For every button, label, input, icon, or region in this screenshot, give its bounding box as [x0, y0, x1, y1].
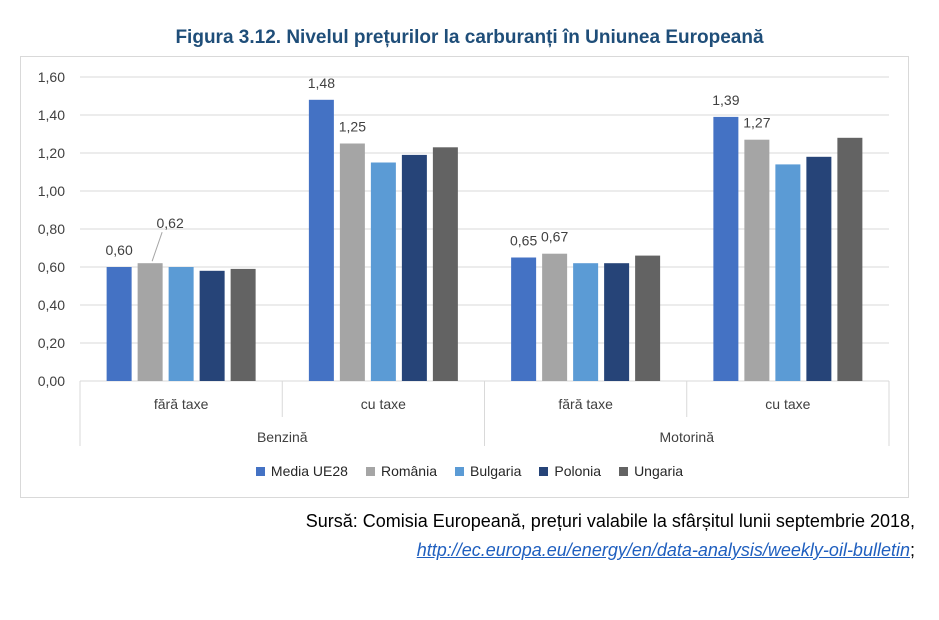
data-label: 1,39: [712, 92, 739, 108]
bar: [775, 164, 801, 381]
y-tick-label: 1,60: [38, 69, 65, 85]
y-tick-label: 0,60: [38, 259, 65, 275]
chart-title: Figura 3.12. Nivelul prețurilor la carbu…: [175, 27, 764, 48]
bar: [744, 139, 770, 381]
legend-label: Bulgaria: [469, 463, 522, 479]
legend-item: Polonia: [539, 463, 601, 479]
y-tick-label: 0,20: [38, 335, 65, 351]
legend-swatch: [454, 466, 464, 476]
bar: [199, 270, 225, 381]
y-tick-label: 0,40: [38, 297, 65, 313]
legend-item: România: [365, 463, 437, 479]
legend-swatch: [539, 466, 549, 476]
y-tick-label: 1,40: [38, 107, 65, 123]
legend-swatch: [365, 466, 375, 476]
category-label: fără taxe: [154, 396, 209, 412]
bar: [713, 116, 739, 382]
legend: Media UE28 România Bulgaria Polonia Ungaria: [0, 463, 939, 479]
legend-label: România: [380, 463, 437, 479]
source-suffix: ;: [909, 540, 915, 560]
data-label: 0,62: [157, 215, 184, 231]
legend-label: Polonia: [554, 463, 602, 479]
bar: [511, 257, 537, 381]
bar: [806, 156, 832, 381]
bar: [837, 137, 863, 381]
data-label: 1,25: [339, 119, 366, 135]
data-label: 1,27: [743, 115, 770, 131]
bar: [106, 267, 132, 381]
bar-chart: 0,00 0,20 0,40 0,60 0,80 1,00 1,20 1,40 1,60 fără…: [38, 69, 890, 446]
data-label: 0,60: [106, 242, 133, 258]
bar: [432, 147, 458, 381]
data-label: 0,65: [510, 233, 537, 249]
y-tick-label: 0,80: [38, 221, 65, 237]
legend-item: Bulgaria: [454, 463, 522, 479]
bar: [573, 263, 599, 381]
chart-frame: [20, 56, 909, 498]
bar: [542, 253, 568, 381]
category-label: cu taxe: [361, 396, 406, 412]
bar: [604, 263, 630, 381]
category-label: fără taxe: [558, 396, 613, 412]
legend-swatch: [619, 466, 629, 476]
source-link[interactable]: http://ec.europa.eu/energy/en/data-analy…: [416, 540, 910, 560]
bar: [635, 255, 661, 381]
category-label: cu taxe: [765, 396, 810, 412]
bar: [370, 162, 396, 381]
source-link-line: http://ec.europa.eu/energy/en/data-analy…: [417, 540, 915, 561]
legend-item: Media UE28: [255, 463, 348, 479]
legend-item: Ungaria: [619, 463, 683, 479]
group-label: Benzină: [257, 429, 308, 445]
bar: [168, 267, 194, 381]
legend-swatch: [255, 466, 265, 476]
bar: [339, 143, 365, 381]
y-tick-label: 1,00: [38, 183, 65, 199]
legend-label: Ungaria: [634, 463, 684, 479]
bar: [230, 268, 256, 381]
bar: [137, 263, 163, 381]
legend-label: Media UE28: [270, 463, 348, 479]
group-label: Motorină: [660, 429, 715, 445]
bar: [308, 99, 334, 382]
y-tick-label: 0,00: [38, 373, 65, 389]
leader-line: [151, 232, 163, 262]
source-text: Sursă: Comisia Europeană, prețuri valabi…: [305, 511, 915, 531]
y-tick-label: 1,20: [38, 145, 65, 161]
data-label: 0,67: [541, 229, 568, 245]
data-label: 1,48: [308, 75, 335, 91]
bar: [401, 154, 427, 381]
